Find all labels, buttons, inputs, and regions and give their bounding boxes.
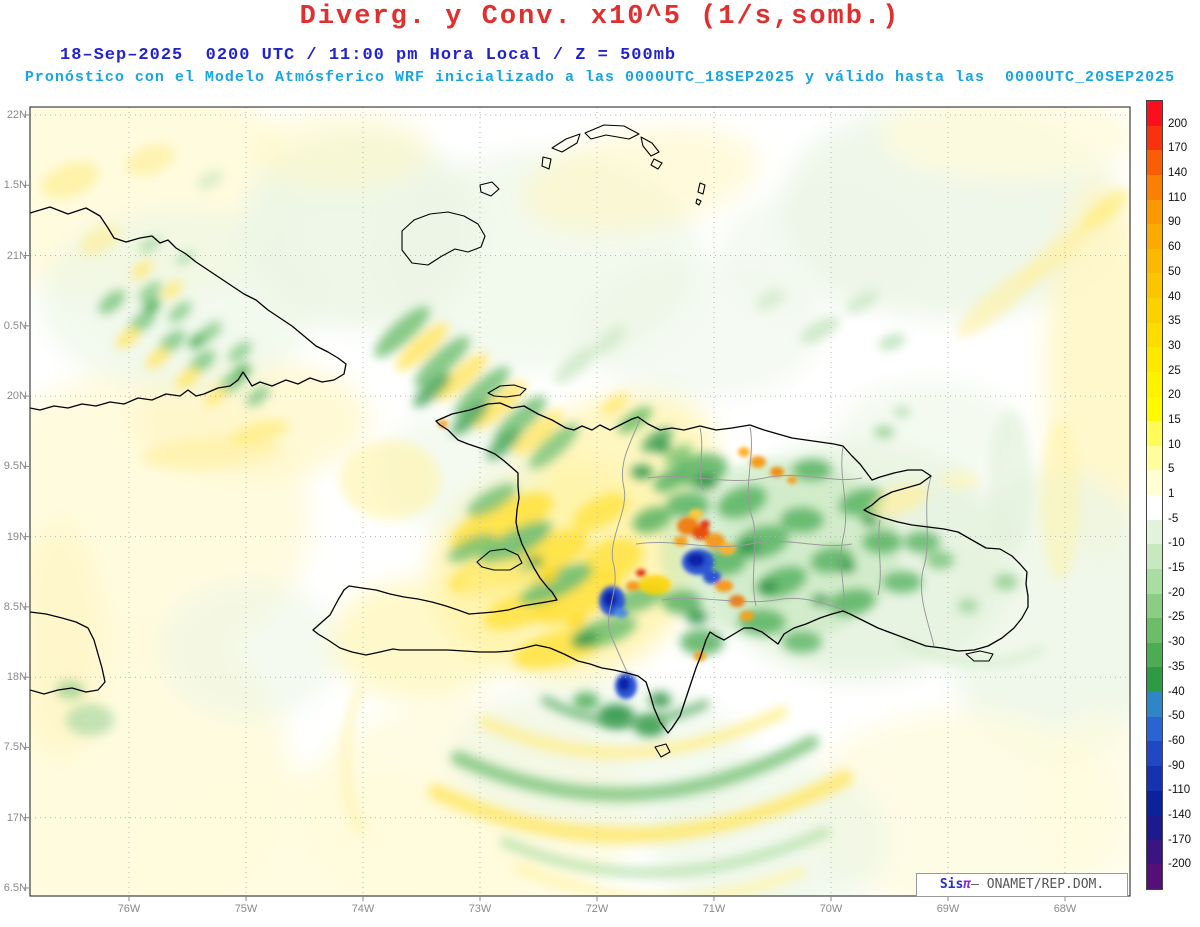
colorbar-segment xyxy=(1147,273,1162,298)
colorbar-segment xyxy=(1147,248,1162,274)
colorbar-segment xyxy=(1147,445,1162,471)
colorbar-segment xyxy=(1147,150,1162,175)
colorbar-segment xyxy=(1147,618,1162,643)
colorbar-segment xyxy=(1147,642,1162,668)
colorbar-segment xyxy=(1147,839,1162,865)
colorbar-segment xyxy=(1147,101,1162,126)
colorbar-segment xyxy=(1147,815,1162,840)
colorbar-segment xyxy=(1147,495,1162,520)
colorbar-segment xyxy=(1147,174,1162,200)
field-blobs-m xyxy=(41,144,1129,737)
colorbar-segment xyxy=(1147,519,1162,545)
colorbar-segment xyxy=(1147,692,1162,717)
chart-subtitle-model: Pronóstico con el Modelo Atmósferico WRF… xyxy=(24,69,1176,86)
chart-subtitle-datetime: 18–Sep–2025 0200 UTC / 11:00 pm Hora Loc… xyxy=(60,46,677,65)
credit-org-label: ONAMET/REP.DOM. xyxy=(986,877,1105,892)
colorbar-segment xyxy=(1147,224,1162,249)
credit-pi-symbol: π xyxy=(963,877,972,892)
colorbar xyxy=(1146,100,1163,890)
colorbar-segment xyxy=(1147,864,1162,889)
colorbar-segment xyxy=(1147,371,1162,397)
colorbar-segment xyxy=(1147,790,1162,816)
colorbar-segment xyxy=(1147,347,1162,372)
colorbar-segment xyxy=(1147,199,1162,225)
colorbar-segment xyxy=(1147,741,1162,766)
chart-title: Diverg. y Conv. x10^5 (1/s,somb.) xyxy=(299,2,901,32)
field-arcs xyxy=(340,636,1044,896)
credit-sis-label: Sis xyxy=(939,877,964,892)
colorbar-segment xyxy=(1147,421,1162,446)
credit-separator: – xyxy=(971,877,987,892)
map-field xyxy=(30,107,1130,896)
colorbar-segment xyxy=(1147,396,1162,422)
colorbar-segment xyxy=(1147,125,1162,151)
islands xyxy=(401,124,994,758)
colorbar-segment xyxy=(1147,322,1162,348)
colorbar-segment xyxy=(1147,667,1162,692)
colorbar-segment xyxy=(1147,716,1162,742)
colorbar-segment xyxy=(1147,765,1162,791)
colorbar-segment xyxy=(1147,568,1162,594)
coastlines xyxy=(30,206,1029,734)
credit-box: Sisπ– ONAMET/REP.DOM. xyxy=(916,873,1128,897)
colorbar-segment xyxy=(1147,298,1162,323)
colorbar-segment xyxy=(1147,593,1162,619)
province-borders xyxy=(608,418,935,673)
map-frame xyxy=(29,106,1131,897)
colorbar-segment xyxy=(1147,470,1162,495)
colorbar-segment xyxy=(1147,544,1162,569)
